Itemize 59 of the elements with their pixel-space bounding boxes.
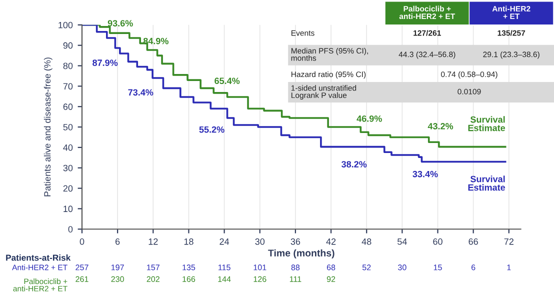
annotation: 87.9%	[92, 60, 118, 66]
x-tick-label: 6	[116, 238, 120, 245]
y-tick-label: 20	[63, 185, 73, 192]
y-tick-label: 60	[63, 104, 73, 110]
text: 52	[362, 264, 371, 270]
annotation: 33.4%	[412, 170, 438, 178]
text: 166	[182, 276, 196, 282]
annotation: 73.4%	[128, 89, 154, 96]
x-tick-label: 36	[290, 238, 300, 245]
y-axis-title: Patients alive and disease-free (%)	[44, 58, 52, 196]
text: 115	[218, 264, 230, 270]
x-axis-title: Time (months)	[268, 249, 334, 258]
y-tick-label: 10	[64, 206, 73, 212]
x-tick-label: 60	[433, 238, 442, 245]
text: 111	[290, 276, 302, 282]
y-tick-label: 80	[63, 62, 73, 70]
annotation: 55.2%	[199, 126, 224, 133]
annotation: 38.2%	[342, 161, 367, 168]
text: 92	[326, 276, 336, 282]
x-tick-label: 42	[326, 238, 336, 245]
y-tick-label: 100	[58, 22, 73, 28]
text: 68	[326, 264, 336, 270]
text: 6	[471, 264, 476, 270]
x-tick-label: 48	[362, 238, 372, 245]
y-tick-label: 0	[68, 226, 73, 232]
text: 88	[291, 264, 300, 270]
x-tick-label: 0	[80, 238, 84, 245]
text: 257	[76, 264, 88, 270]
text: 197	[111, 264, 124, 270]
y-tick-label: 70	[63, 83, 73, 90]
annotation: 93.6%	[108, 20, 133, 26]
text: 30	[398, 264, 406, 270]
text: 202	[146, 276, 160, 282]
y-tick-label: 50	[63, 124, 73, 130]
x-tick-label: 18	[184, 238, 194, 245]
text: 135	[182, 264, 196, 270]
text: 230	[111, 276, 124, 282]
y-tick-label: 30	[63, 164, 73, 172]
annotation: 65.4%	[214, 78, 240, 84]
text: 144	[218, 276, 231, 282]
text: 261	[76, 276, 88, 282]
text: 15	[434, 264, 442, 270]
x-tick-label: 30	[255, 238, 265, 245]
x-tick-label: 54	[398, 238, 407, 245]
y-tick-label: 40	[63, 144, 73, 151]
x-tick-label: 72	[504, 238, 514, 245]
annotation: 46.9%	[356, 115, 382, 122]
annotation: 43.2%	[428, 123, 454, 130]
text: 101	[254, 264, 266, 270]
text: Patients-at-Risk	[6, 254, 71, 261]
x-tick-label: 24	[220, 238, 230, 245]
annotation: Survival Estimate	[468, 176, 506, 191]
text: 126	[254, 276, 266, 282]
text: 157	[147, 264, 160, 270]
text: 1	[507, 264, 511, 270]
y-tick-label: 90	[63, 42, 73, 49]
x-tick-label: 12	[148, 238, 158, 245]
annotation: Survival Estimate	[468, 116, 506, 132]
x-tick-label: 66	[468, 238, 478, 245]
